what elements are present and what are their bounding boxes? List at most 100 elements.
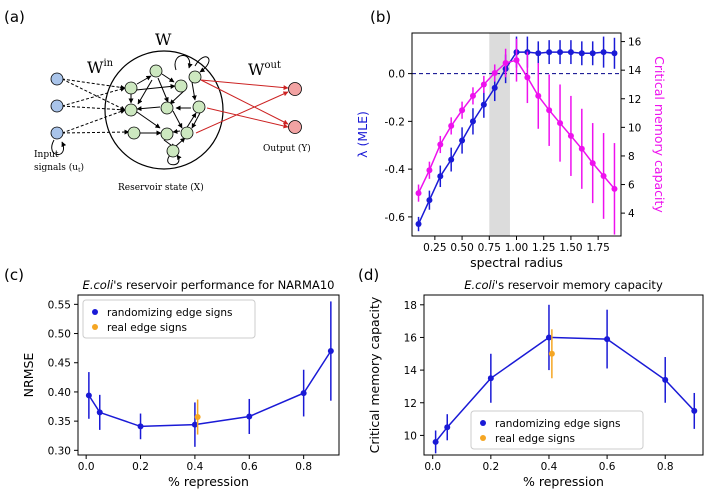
input-nodes xyxy=(50,72,64,140)
legend-marker xyxy=(92,324,98,330)
y-tick-label: 0.30 xyxy=(48,445,71,457)
x-tick-label: 0.8 xyxy=(295,461,312,473)
x-tick-label: 0.25 xyxy=(423,242,446,254)
reservoir-nodes xyxy=(124,64,206,158)
y-axis-label: λ (MLE) xyxy=(355,111,370,158)
x-tick-label: 0.0 xyxy=(78,461,95,473)
reservoir-node xyxy=(180,126,194,140)
y-tick-label: -0.2 xyxy=(385,116,406,128)
reservoir-node xyxy=(160,101,174,115)
x-tick-label: 0.8 xyxy=(657,461,674,473)
chart-spectral-radius: 0.25 0.50 0.75 1.00 1.25 1.50 1.75 -0.6 -0.4 -0.2… xyxy=(355,32,667,270)
y-tick-label: 12 xyxy=(404,398,417,410)
data-point-critical-memory-capacity xyxy=(491,70,498,77)
data-point-critical-memory-capacity xyxy=(589,160,596,167)
output-label: Output (Y) xyxy=(263,143,311,154)
data-point-randomizing-edge-signs xyxy=(327,348,334,355)
data-point-critical-memory-capacity xyxy=(600,172,607,179)
data-point-critical-memory-capacity xyxy=(513,57,520,64)
panel-label-a: (a) xyxy=(4,8,25,26)
data-point--mle xyxy=(578,50,585,57)
data-point-randomizing-edge-signs xyxy=(85,392,92,399)
y-tick-label: 0.50 xyxy=(48,329,71,341)
y-right-tick-label: 16 xyxy=(628,37,642,49)
data-point-randomizing-edge-signs xyxy=(246,413,253,420)
legend-marker xyxy=(92,309,98,315)
data-point-critical-memory-capacity xyxy=(578,145,585,152)
output-nodes xyxy=(288,82,302,134)
legend-marker xyxy=(480,420,486,426)
x-tick-label: 0.4 xyxy=(187,461,204,473)
reservoir-node xyxy=(149,64,163,78)
legend-box xyxy=(470,410,644,450)
data-point--mle xyxy=(426,197,433,204)
w-out-label: Wout xyxy=(248,60,281,79)
y-right-axis-label: Critical memory capacity xyxy=(652,56,667,213)
plot-frame xyxy=(423,294,704,456)
data-point-randomizing-edge-signs xyxy=(662,376,669,383)
data-point-critical-memory-capacity xyxy=(557,120,564,127)
x-tick-label: 1.50 xyxy=(559,242,582,254)
input-label-line1: Input xyxy=(34,150,59,160)
chart-memory-capacity: 0.0 0.2 0.4 0.6 0.8 10 12 14 16 18 % repression Cri… xyxy=(367,278,704,489)
data-point-randomizing-edge-signs xyxy=(96,409,103,416)
y-tick-label: -0.6 xyxy=(385,212,406,224)
data-point-randomizing-edge-signs xyxy=(604,336,611,343)
chart-title: E.coli's reservoir memory capacity xyxy=(464,278,663,292)
w-label: W xyxy=(155,30,172,49)
panel-label-b: (b) xyxy=(370,8,391,26)
y-right-tick-label: 10 xyxy=(628,122,641,134)
x-tick-label: 0.4 xyxy=(541,461,558,473)
x-tick-label: 0.2 xyxy=(482,461,499,473)
output-edges xyxy=(195,79,289,134)
reservoir-boundary xyxy=(104,50,224,170)
legend-marker xyxy=(480,435,486,441)
reservoir-node xyxy=(192,100,206,114)
data-point-critical-memory-capacity xyxy=(415,190,422,197)
y-tick-label: 18 xyxy=(404,300,417,312)
data-point--mle xyxy=(535,50,542,57)
input-node xyxy=(50,126,64,140)
data-point--mle xyxy=(437,173,444,180)
data-point-critical-memory-capacity xyxy=(480,81,487,88)
input-label-line2: signals (ut) xyxy=(34,162,84,174)
reservoir-node xyxy=(124,81,138,95)
data-point-critical-memory-capacity xyxy=(459,107,466,114)
data-point-randomizing-edge-signs xyxy=(137,423,144,430)
x-tick-label: 1.75 xyxy=(586,242,609,254)
y-right-tick-label: 12 xyxy=(628,94,641,106)
reservoir-node xyxy=(160,127,174,141)
chart-title: E.coli's reservoir performance for NARMA… xyxy=(83,278,335,292)
x-tick-label: 0.2 xyxy=(132,461,149,473)
data-point--mle xyxy=(469,118,476,125)
y-right-tick-label: 8 xyxy=(628,151,635,163)
data-point--mle xyxy=(600,49,607,56)
data-point-randomizing-edge-signs xyxy=(191,421,198,428)
y-axis-label: NRMSE xyxy=(21,353,36,398)
data-point-critical-memory-capacity xyxy=(546,107,553,114)
data-point--mle xyxy=(415,221,422,228)
y-tick-label: 0.40 xyxy=(48,387,71,399)
x-tick-label: 1.00 xyxy=(505,242,528,254)
plot-frame xyxy=(77,294,340,456)
y-tick-label: 16 xyxy=(404,332,418,344)
input-node xyxy=(50,99,64,113)
x-tick-label: 0.6 xyxy=(599,461,616,473)
x-tick-label: 0.50 xyxy=(450,242,473,254)
output-node xyxy=(288,82,302,96)
data-point--mle xyxy=(611,50,618,57)
reservoir-node xyxy=(127,126,141,140)
data-point-critical-memory-capacity xyxy=(567,132,574,139)
data-point-randomizing-edge-signs xyxy=(300,390,307,397)
data-point-critical-memory-capacity xyxy=(448,122,455,129)
reservoir-label: Reservoir state (X) xyxy=(118,182,204,193)
y-tick-label: 0.55 xyxy=(48,299,71,311)
data-point-real-edge-signs xyxy=(194,414,201,421)
y-tick-label: 10 xyxy=(404,430,417,442)
data-point--mle xyxy=(546,49,553,56)
data-point--mle xyxy=(448,156,455,163)
data-point-critical-memory-capacity xyxy=(469,92,476,99)
y-right-tick-label: 6 xyxy=(628,180,635,192)
y-tick-label: 0.0 xyxy=(388,69,405,81)
